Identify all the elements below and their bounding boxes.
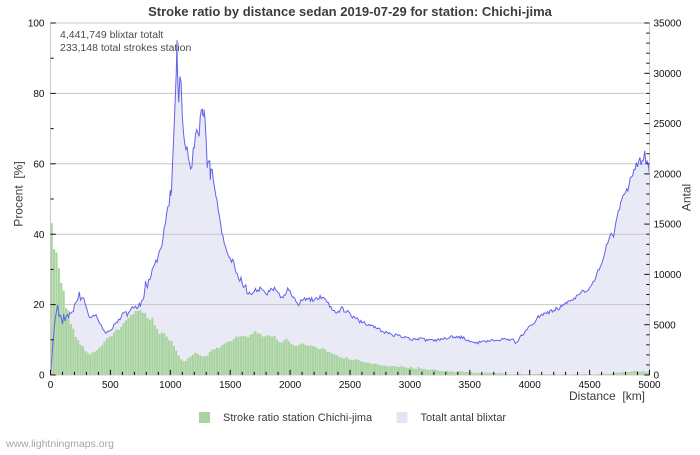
svg-text:100: 100 <box>28 19 45 30</box>
svg-text:Antal: Antal <box>680 184 694 211</box>
svg-text:1000: 1000 <box>159 380 182 391</box>
svg-text:233,148 total strokes station: 233,148 total strokes station <box>60 42 191 54</box>
svg-text:3500: 3500 <box>459 380 482 391</box>
svg-text:Stroke ratio by distance sedan: Stroke ratio by distance sedan 2019-07-2… <box>148 4 553 19</box>
svg-text:30000: 30000 <box>654 69 682 80</box>
svg-text:20: 20 <box>33 300 45 311</box>
svg-text:2000: 2000 <box>279 380 302 391</box>
svg-text:0: 0 <box>48 380 54 391</box>
svg-text:Totalt antal blixtar: Totalt antal blixtar <box>421 412 507 424</box>
svg-text:20000: 20000 <box>654 170 682 181</box>
svg-text:15000: 15000 <box>654 220 682 231</box>
svg-text:2500: 2500 <box>339 380 362 391</box>
svg-text:4,441,749 blixtar totalt: 4,441,749 blixtar totalt <box>60 29 163 41</box>
svg-text:1500: 1500 <box>219 380 242 391</box>
svg-text:Distance [km]: Distance [km] <box>569 389 645 403</box>
svg-text:Procent [%]: Procent [%] <box>12 161 26 226</box>
svg-text:35000: 35000 <box>654 19 682 30</box>
svg-text:0: 0 <box>39 371 45 382</box>
svg-text:3000: 3000 <box>399 380 422 391</box>
svg-text:80: 80 <box>33 89 45 100</box>
svg-text:www.lightningmaps.org: www.lightningmaps.org <box>5 438 114 450</box>
svg-text:10000: 10000 <box>654 270 682 281</box>
svg-text:5000: 5000 <box>654 320 677 331</box>
svg-text:4000: 4000 <box>519 380 542 391</box>
svg-text:500: 500 <box>102 380 119 391</box>
svg-text:40: 40 <box>33 230 45 241</box>
svg-text:60: 60 <box>33 159 45 170</box>
svg-text:25000: 25000 <box>654 119 682 130</box>
svg-text:Stroke ratio station Chichi-ji: Stroke ratio station Chichi-jima <box>223 412 373 424</box>
